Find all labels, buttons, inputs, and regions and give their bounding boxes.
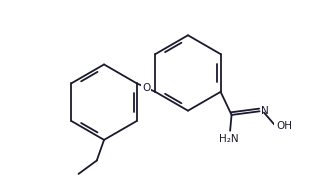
Text: H₂N: H₂N (219, 134, 238, 144)
Text: OH: OH (277, 121, 293, 131)
Text: N: N (260, 106, 268, 116)
Text: O: O (142, 83, 150, 93)
